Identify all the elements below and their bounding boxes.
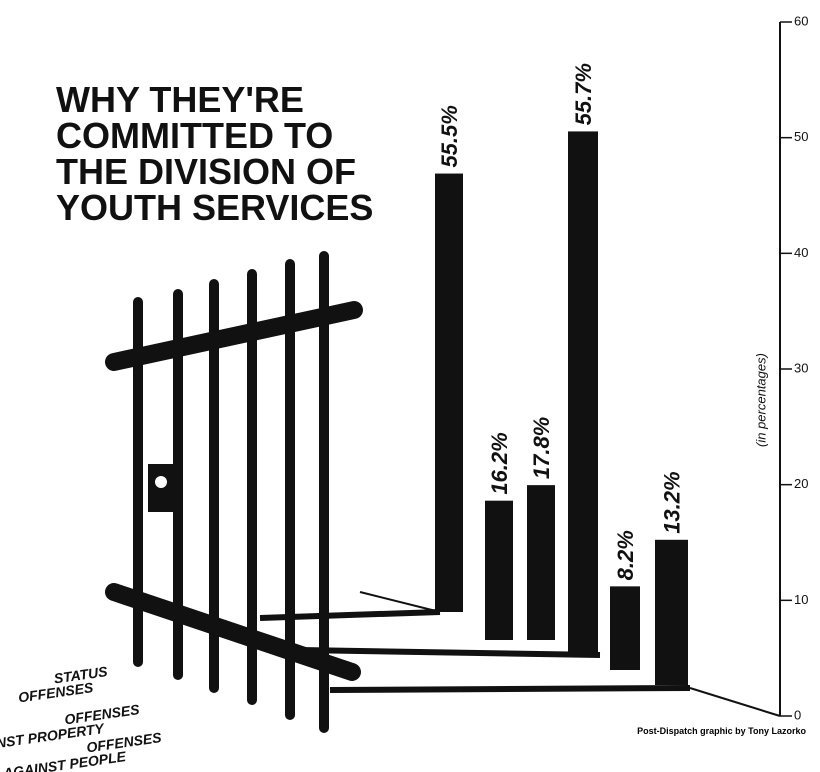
y-tick-label: 20 [794, 476, 808, 491]
gate [105, 251, 781, 733]
floor-rail [259, 609, 441, 621]
bar [568, 131, 598, 656]
title-line: COMMITTED TO [56, 115, 333, 156]
bar [655, 539, 688, 685]
y-tick-label: 40 [794, 245, 808, 260]
y-tick-label: 0 [794, 707, 801, 722]
title-line: THE DIVISION OF [56, 151, 356, 192]
value-label: 17.8% [529, 417, 554, 479]
value-label: 8.2% [613, 530, 638, 580]
bar [435, 173, 463, 613]
y-tick-label: 10 [794, 592, 808, 607]
row-label: STATUS [53, 663, 109, 686]
value-label: 55.5% [437, 105, 462, 167]
title-line: YOUTH SERVICES [56, 187, 373, 228]
value-label: 13.2% [660, 471, 685, 533]
y-axis-label: (in percentages) [753, 353, 768, 447]
row-label: AGAINST PEOPLE [1, 748, 127, 772]
floor-rail [329, 685, 691, 693]
y-tick-label: 60 [794, 13, 808, 28]
value-label: 55.7% [571, 63, 596, 125]
y-tick-label: 30 [794, 360, 808, 375]
value-label: 16.2% [487, 432, 512, 494]
credit: Post-Dispatch graphic by Tony Lazorko [637, 726, 806, 736]
y-tick-label: 50 [794, 129, 808, 144]
bar [485, 500, 513, 640]
bar [527, 485, 555, 640]
bar [610, 586, 640, 670]
floor-rail [299, 647, 601, 658]
title-line: WHY THEY'RE [56, 79, 304, 120]
